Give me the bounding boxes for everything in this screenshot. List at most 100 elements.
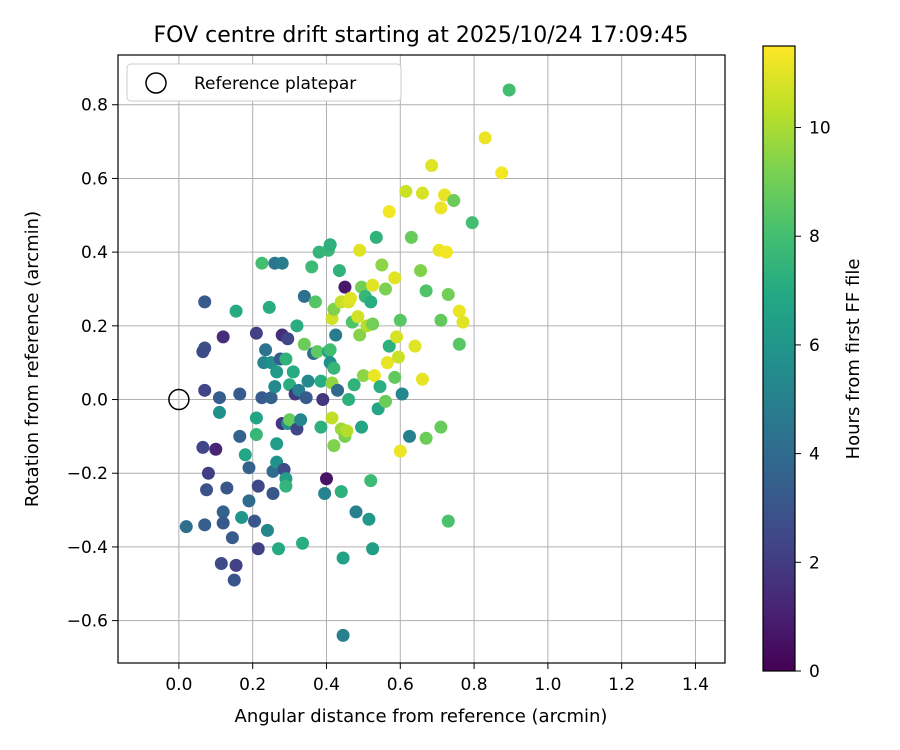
data-point <box>351 310 365 324</box>
data-point <box>268 380 282 394</box>
data-point <box>408 339 422 353</box>
data-point <box>366 278 380 292</box>
colorbar-tick-label: 4 <box>809 445 820 465</box>
data-point <box>198 295 212 309</box>
data-point <box>227 573 241 587</box>
data-point <box>415 372 429 386</box>
data-point <box>393 313 407 327</box>
data-point <box>255 256 269 270</box>
data-point <box>233 429 247 443</box>
data-point <box>415 186 429 200</box>
x-tick-label: 0.2 <box>239 675 266 695</box>
x-tick-label: 0.0 <box>165 675 192 695</box>
data-point <box>325 411 339 425</box>
data-point <box>319 472 333 486</box>
data-point <box>314 374 328 388</box>
data-point <box>382 205 396 219</box>
data-point <box>260 523 274 537</box>
x-tick-label: 1.4 <box>682 675 709 695</box>
data-point <box>334 485 348 499</box>
data-point <box>200 483 214 497</box>
data-point <box>393 444 407 458</box>
data-point <box>216 505 230 519</box>
colorbar-frame <box>762 45 796 672</box>
data-point <box>373 380 387 394</box>
data-point <box>369 230 383 244</box>
data-point <box>242 494 256 508</box>
data-point <box>214 557 228 571</box>
data-point <box>323 343 337 357</box>
data-point <box>356 369 370 383</box>
data-point <box>364 474 378 488</box>
data-point <box>388 271 402 285</box>
data-point <box>465 216 479 230</box>
data-point <box>201 466 215 480</box>
data-point <box>336 628 350 642</box>
y-axis-label: Rotation from reference (arcmin) <box>22 211 43 507</box>
data-point <box>399 184 413 198</box>
data-point <box>404 230 418 244</box>
colorbar-tick-label: 10 <box>809 119 831 139</box>
data-point <box>220 481 234 495</box>
x-tick-label: 0.6 <box>387 675 414 695</box>
y-axis-ticks: −0.6 −0.4 −0.2 0.0 0.2 0.4 0.6 0.8 <box>67 96 118 632</box>
data-point <box>248 514 262 528</box>
data-point <box>290 319 304 333</box>
data-point <box>216 330 230 344</box>
y-tick-label: −0.2 <box>67 464 108 484</box>
data-point <box>362 512 376 526</box>
data-point <box>316 393 330 407</box>
data-point <box>367 369 381 383</box>
data-point <box>238 448 252 462</box>
data-point <box>425 159 439 173</box>
data-point <box>286 365 300 379</box>
data-point <box>179 520 193 534</box>
data-point <box>229 558 243 572</box>
y-tick-label: −0.6 <box>67 612 108 632</box>
data-point <box>225 531 239 545</box>
data-point <box>414 264 428 278</box>
data-point <box>283 413 297 427</box>
data-point <box>419 284 433 298</box>
colorbar: 0 2 4 6 8 10 Hours from first FF file <box>762 45 864 682</box>
data-point <box>196 440 210 454</box>
data-point <box>198 518 212 532</box>
data-point <box>299 391 313 405</box>
data-point <box>297 337 311 351</box>
data-point <box>259 343 273 357</box>
data-point <box>209 442 223 456</box>
data-point <box>375 258 389 272</box>
data-point <box>336 551 350 565</box>
y-tick-label: 0.2 <box>81 317 108 337</box>
data-point <box>275 256 289 270</box>
colorbar-tick-label: 6 <box>809 336 820 356</box>
data-point <box>305 260 319 274</box>
data-point <box>327 361 341 375</box>
data-point <box>294 413 308 427</box>
data-point <box>281 332 295 346</box>
data-point <box>495 166 509 180</box>
data-point <box>366 317 380 331</box>
data-point <box>456 315 470 329</box>
y-tick-label: 0.8 <box>81 96 108 116</box>
data-point <box>212 405 226 419</box>
data-point <box>249 411 263 425</box>
data-point <box>353 243 367 257</box>
y-tick-label: 0.4 <box>81 243 108 263</box>
data-point <box>338 280 352 294</box>
data-point <box>439 245 453 259</box>
data-point <box>318 486 332 500</box>
data-point <box>249 428 263 442</box>
colorbar-tick-label: 2 <box>809 553 820 573</box>
data-point <box>235 510 249 524</box>
data-point <box>323 238 337 252</box>
data-point <box>355 420 369 434</box>
data-point <box>242 461 256 475</box>
data-point <box>349 505 363 519</box>
x-tick-label: 0.8 <box>461 675 488 695</box>
data-point <box>251 542 265 556</box>
data-point <box>441 288 455 302</box>
x-tick-label: 1.2 <box>608 675 635 695</box>
data-point <box>262 300 276 314</box>
colorbar-label: Hours from first FF file <box>843 259 864 460</box>
